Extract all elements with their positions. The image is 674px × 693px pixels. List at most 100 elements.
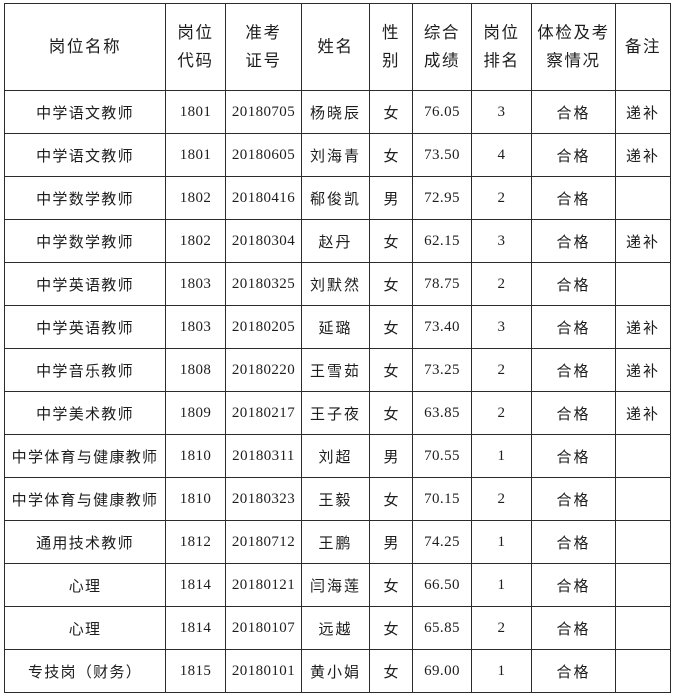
cell-exam: 20180101 (225, 649, 302, 693)
column-header-line: 察情况 (546, 51, 601, 70)
cell-exam: 20180416 (225, 176, 302, 220)
cell-exam: 20180220 (225, 348, 302, 392)
cell-code: 1802 (165, 219, 226, 263)
cell-code: 1810 (165, 477, 226, 521)
cell-code: 1803 (165, 262, 226, 306)
cell-sex: 女 (369, 219, 413, 263)
cell-post: 中学语文教师 (4, 90, 166, 134)
column-header-sex: 性别 (369, 3, 413, 91)
cell-sex: 男 (369, 434, 413, 478)
cell-sex: 女 (369, 305, 413, 349)
column-header-line: 姓名 (317, 36, 354, 56)
cell-rank: 1 (471, 563, 532, 607)
cell-post: 中学英语教师 (4, 305, 166, 349)
cell-name: 闫海莲 (301, 563, 370, 607)
table-header: 岗位名称 岗位 代码 准考 证号 姓名性别综合 成绩 岗位 排名 体检及考 察情况 备注 (4, 3, 671, 91)
cell-code: 1801 (165, 133, 226, 177)
cell-score: 76.05 (412, 90, 472, 134)
cell-health: 合格 (531, 348, 616, 392)
cell-rank: 2 (471, 176, 532, 220)
cell-remark (615, 520, 671, 564)
cell-name: 刘默然 (301, 262, 370, 306)
cell-sex: 女 (369, 649, 413, 693)
cell-remark (615, 606, 671, 650)
cell-health: 合格 (531, 90, 616, 134)
cell-sex: 女 (369, 606, 413, 650)
cell-exam: 20180323 (225, 477, 302, 521)
cell-remark: 递补 (615, 90, 671, 134)
table-row: 中学体育与健康教师 1810 20180323 王毅女 70.15 2 合格 (4, 477, 671, 521)
table-row: 中学美术教师 1809 20180217 王子夜女 63.85 2 合格 递补 (4, 391, 671, 435)
cell-name: 王毅 (301, 477, 370, 521)
column-header-text: 体检及考 察情况 (533, 19, 615, 76)
cell-score: 72.95 (412, 176, 472, 220)
column-header-score: 综合 成绩 (412, 3, 472, 91)
cell-sex: 女 (369, 391, 413, 435)
cell-post: 中学英语教师 (4, 262, 166, 306)
table-header-row: 岗位名称 岗位 代码 准考 证号 姓名性别综合 成绩 岗位 排名 体检及考 察情况 备注 (4, 3, 671, 91)
cell-rank: 2 (471, 477, 532, 521)
cell-name: 黄小娟 (301, 649, 370, 693)
cell-name: 王鹏 (301, 520, 370, 564)
cell-rank: 1 (471, 649, 532, 693)
cell-code: 1814 (165, 606, 226, 650)
table-row: 中学音乐教师 1808 20180220 王雪茹女 73.25 2 合格 递补 (4, 348, 671, 392)
cell-remark (615, 649, 671, 693)
cell-rank: 3 (471, 219, 532, 263)
cell-remark (615, 477, 671, 521)
column-header-text: 综合 成绩 (414, 19, 471, 76)
column-header-line: 体检及考 (537, 22, 610, 42)
cell-health: 合格 (531, 305, 616, 349)
table-row: 中学语文教师 1801 20180705 杨晓辰女 76.05 3 合格 递补 (4, 90, 671, 134)
column-header-health: 体检及考 察情况 (531, 3, 616, 91)
column-header-text: 岗位 排名 (473, 19, 531, 76)
cell-exam: 20180304 (225, 219, 302, 263)
cell-post: 中学数学教师 (4, 176, 166, 220)
cell-score: 63.85 (412, 391, 472, 435)
cell-code: 1801 (165, 90, 226, 134)
column-header-exam: 准考 证号 (225, 3, 302, 91)
cell-name: 延璐 (301, 305, 370, 349)
column-header-text: 备注 (617, 33, 670, 61)
cell-remark (615, 434, 671, 478)
cell-remark (615, 563, 671, 607)
column-header-line: 岗位 (483, 22, 520, 42)
column-header-remark: 备注 (615, 3, 671, 91)
cell-remark: 递补 (615, 391, 671, 435)
cell-code: 1810 (165, 434, 226, 478)
table-row: 中学数学教师 1802 20180304 赵丹女 62.15 3 合格 递补 (4, 219, 671, 263)
cell-exam: 20180712 (225, 520, 302, 564)
cell-sex: 男 (369, 520, 413, 564)
cell-exam: 20180325 (225, 262, 302, 306)
column-header-post: 岗位名称 (4, 3, 166, 91)
table-row: 心理 1814 20180121 闫海莲女 66.50 1 合格 (4, 563, 671, 607)
cell-name: 郗俊凯 (301, 176, 370, 220)
cell-post: 中学体育与健康教师 (4, 434, 166, 478)
table-row: 心理 1814 20180107 远越女 65.85 2 合格 (4, 606, 671, 650)
cell-code: 1803 (165, 305, 226, 349)
cell-sex: 女 (369, 477, 413, 521)
cell-health: 合格 (531, 262, 616, 306)
cell-code: 1814 (165, 563, 226, 607)
cell-post: 中学音乐教师 (4, 348, 166, 392)
table-row: 中学语文教师 1801 20180605 刘海青女 73.50 4 合格 递补 (4, 133, 671, 177)
cell-health: 合格 (531, 477, 616, 521)
cell-post: 中学语文教师 (4, 133, 166, 177)
cell-rank: 2 (471, 348, 532, 392)
table-row: 中学英语教师 1803 20180325 刘默然女 78.75 2 合格 (4, 262, 671, 306)
cell-code: 1812 (165, 520, 226, 564)
cell-health: 合格 (531, 176, 616, 220)
column-header-code: 岗位 代码 (165, 3, 226, 91)
cell-remark: 递补 (615, 133, 671, 177)
column-header-text: 姓名 (303, 33, 369, 61)
cell-health: 合格 (531, 133, 616, 177)
cell-code: 1802 (165, 176, 226, 220)
cell-name: 刘超 (301, 434, 370, 478)
column-header-line: 准考 (245, 22, 282, 42)
cell-sex: 女 (369, 133, 413, 177)
column-header-line: 成绩 (423, 51, 461, 70)
column-header-line: 代码 (177, 51, 214, 70)
cell-score: 69.00 (412, 649, 472, 693)
cell-remark: 递补 (615, 348, 671, 392)
